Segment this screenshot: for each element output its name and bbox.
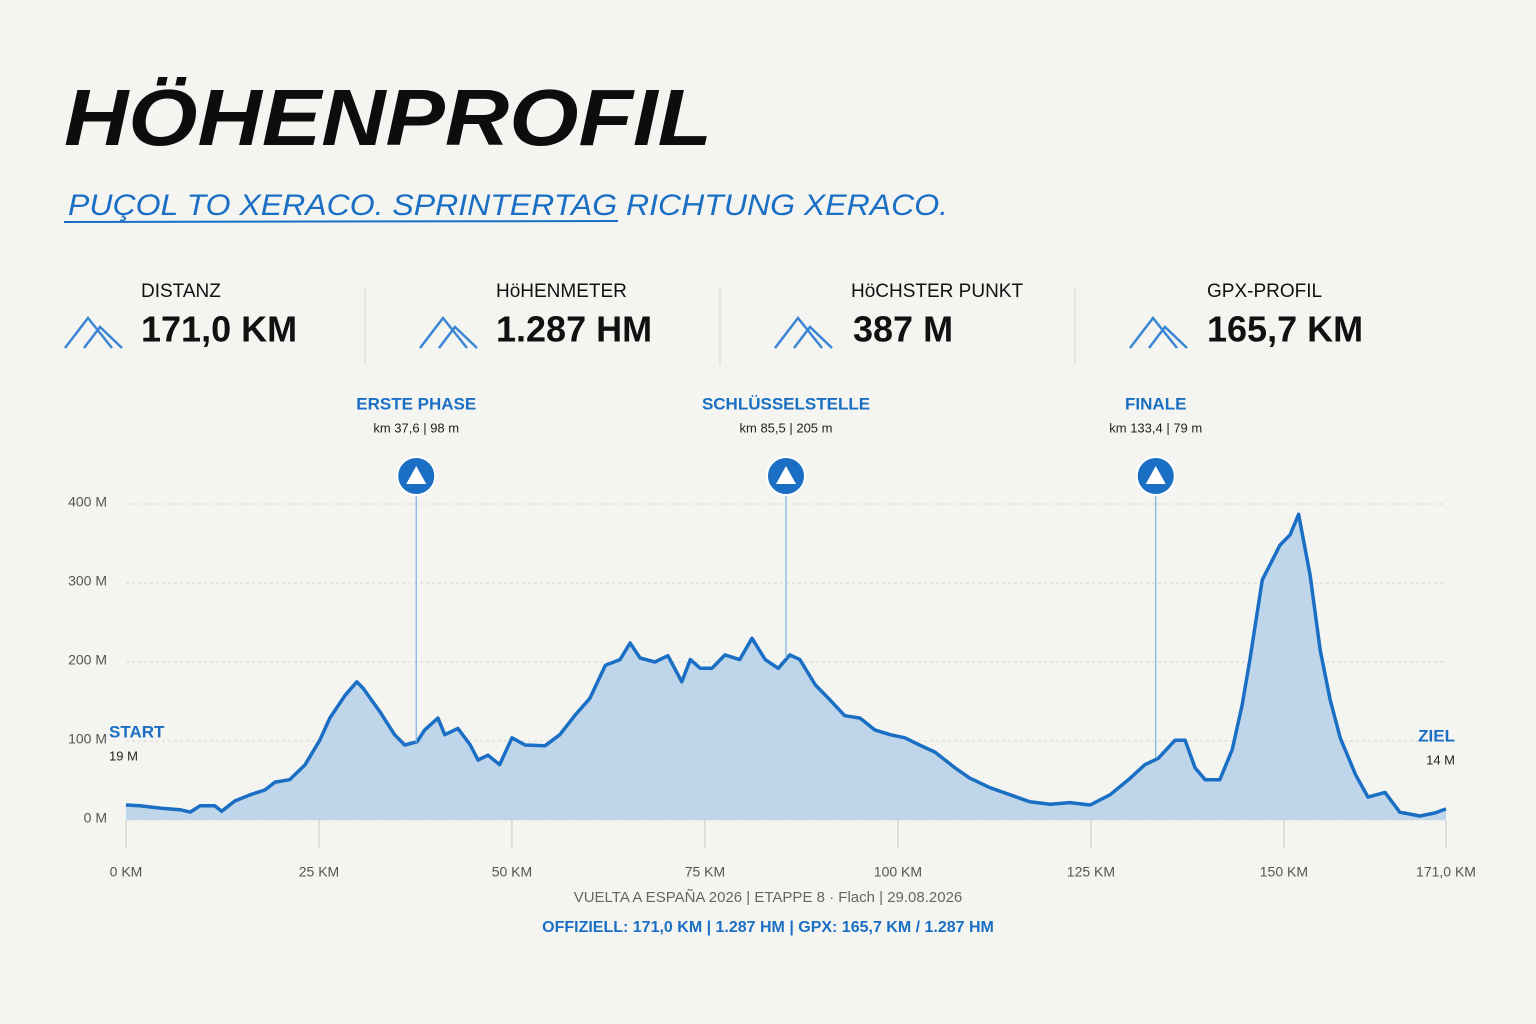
stat-label: HöHENMETER [496,281,627,302]
page-title: HÖHENPROFIL [64,73,712,162]
x-tick-label: 150 KM [1260,864,1308,880]
footer-summary: OFFIZIELL: 171,0 KM | 1.287 HM | GPX: 16… [542,919,994,936]
endpoint-label: START [109,722,165,741]
y-tick-label: 100 M [68,731,107,747]
annotation-detail: km 133,4 | 79 m [1109,420,1202,435]
x-tick-label: 100 KM [874,864,922,880]
stat-icon [64,315,1188,349]
stat-dividers [364,288,1076,365]
stat-label: GPX-PROFIL [1207,281,1322,302]
x-tick-label: 50 KM [492,864,532,880]
stat-value: 387 M [853,309,953,350]
annotation-label: SCHLÜSSELSTELLE [702,394,870,413]
x-tick-label: 125 KM [1067,864,1115,880]
x-tick-label: 171,0 KM [1416,864,1476,880]
stat-value: 1.287 HM [496,309,652,350]
subtitle-underline [63,220,619,223]
y-tick-label: 300 M [68,573,107,589]
y-tick-label: 200 M [68,652,107,668]
x-tick-label: 75 KM [685,864,725,880]
stats: DISTANZ 171,0 KM HöHENMETER 1.287 HM HöC… [64,281,1363,365]
annotation-icon [406,466,427,484]
annotation-icon [776,466,796,484]
area-fill [126,514,1446,820]
y-tick-label: 0 M [84,810,107,826]
footer-line: VUELTA A ESPAÑA 2026 | ETAPPE 8 · Flach … [574,889,963,906]
annotation-label: FINALE [1125,394,1186,413]
x-tick-label: 25 KM [299,864,339,880]
annotation-icon [1145,466,1166,484]
annotation-detail: km 37,6 | 98 m [373,420,459,435]
stat-label: HöCHSTER PUNKT [851,281,1023,302]
stat-value: 171,0 KM [141,309,297,350]
stat-value: 165,7 KM [1207,309,1363,350]
x-tick-label: 0 KM [110,864,143,880]
endpoint-value: 19 M [109,748,138,763]
subtitle: PUÇOL TO XERACO. SPRINTERTAG RICHTUNG XE… [68,189,948,222]
endpoint-value: 14 M [1426,752,1455,767]
profile-line [125,512,1447,818]
endpoint-label: ZIEL [1418,726,1455,745]
stat-label: DISTANZ [141,281,221,302]
annotation-detail: km 85,5 | 205 m [740,420,833,435]
y-tick-label: 400 M [68,494,107,510]
annotation-label: ERSTE PHASE [356,394,476,413]
